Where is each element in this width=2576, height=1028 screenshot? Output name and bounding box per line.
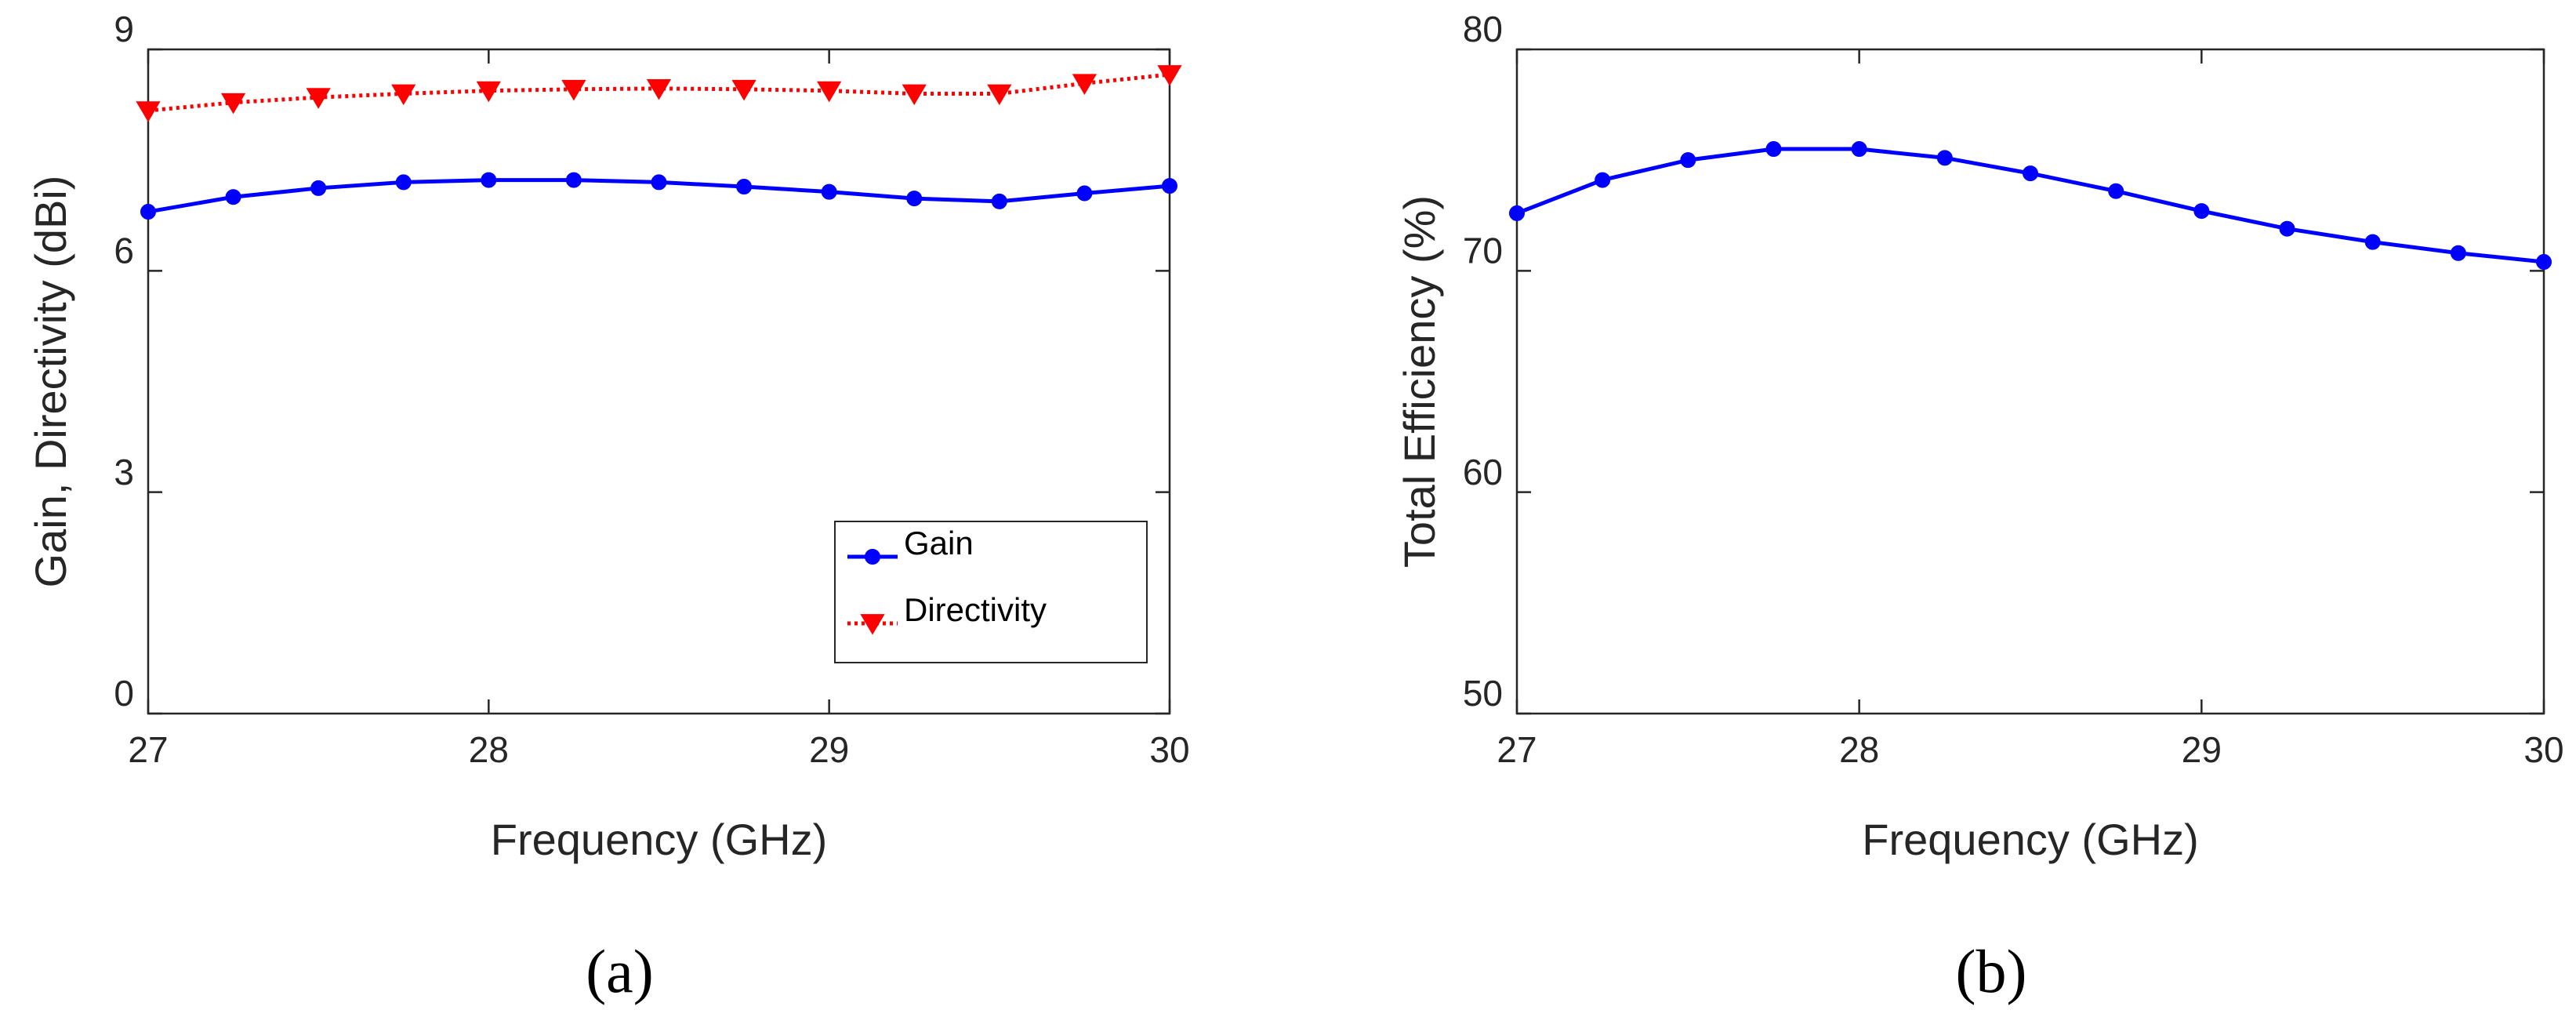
panel-label: (b) — [1956, 937, 2027, 1005]
x-axis-label: Frequency (GHz) — [1862, 815, 2198, 864]
marker — [860, 614, 885, 635]
legend: Gain Directivity — [834, 521, 1148, 663]
legend-label: Gain — [904, 525, 974, 561]
marker — [2023, 165, 2038, 182]
y-tick-label: 60 — [1463, 452, 1503, 492]
x-tick-label: 29 — [809, 729, 849, 770]
marker — [310, 180, 327, 196]
x-tick-label: 27 — [1497, 729, 1537, 770]
marker — [731, 79, 756, 101]
marker — [391, 84, 416, 106]
marker — [481, 172, 497, 188]
marker — [906, 191, 923, 207]
legend-label: Directivity — [904, 591, 1047, 628]
marker — [987, 84, 1012, 106]
x-axis-label: Frequency (GHz) — [491, 815, 827, 864]
marker — [565, 172, 582, 188]
marker — [1936, 150, 1953, 166]
marker — [646, 78, 672, 100]
marker — [561, 79, 586, 101]
plot-frame — [147, 48, 1171, 715]
chart: 27 28 29 30 0 3 6 9 Frequency (GHz) Gain, Directi… — [26, 9, 1190, 1005]
marker — [1765, 141, 1782, 158]
marker — [817, 81, 842, 103]
marker — [1157, 65, 1182, 86]
plot-frame — [1515, 48, 2545, 715]
marker — [991, 193, 1007, 209]
chart: 27 28 29 30 50 60 70 80 Frequency (GHz) Total Eff… — [1395, 9, 2564, 1005]
x-tick-label: 30 — [2523, 729, 2563, 770]
marker — [736, 179, 753, 195]
marker — [476, 81, 501, 103]
y-tick-label: 3 — [114, 452, 134, 492]
marker — [225, 189, 241, 205]
marker — [2193, 203, 2210, 220]
marker — [136, 101, 161, 122]
marker — [140, 204, 156, 220]
x-tick-label: 27 — [128, 729, 168, 770]
marker — [1680, 152, 1696, 169]
y-axis-label: Total Efficiency (%) — [1395, 195, 1444, 568]
marker — [306, 88, 331, 109]
y-tick-label: 80 — [1463, 9, 1503, 49]
marker — [1076, 185, 1093, 202]
panel-label: (a) — [586, 937, 654, 1005]
marker — [902, 84, 927, 106]
marker — [865, 549, 880, 565]
marker — [2536, 254, 2552, 271]
marker — [395, 174, 412, 191]
marker — [2450, 245, 2466, 261]
y-axis-label: Gain, Directivity (dBi) — [26, 176, 75, 588]
y-tick-label: 6 — [114, 230, 134, 271]
marker — [1595, 172, 1611, 188]
y-tick-label: 9 — [114, 9, 134, 49]
x-tick-label: 29 — [2182, 729, 2222, 770]
marker — [2108, 183, 2124, 199]
marker — [1509, 205, 1525, 221]
marker — [1072, 74, 1098, 95]
x-tick-label: 30 — [1149, 729, 1189, 770]
y-tick-label: 70 — [1463, 230, 1503, 271]
x-tick-label: 28 — [469, 729, 509, 770]
y-tick-label: 50 — [1463, 673, 1503, 714]
y-tick-label: 0 — [114, 673, 134, 714]
x-tick-label: 28 — [1839, 729, 1879, 770]
marker — [220, 93, 246, 114]
marker — [2364, 234, 2381, 250]
legend-box — [834, 521, 1148, 663]
marker — [1162, 178, 1177, 194]
marker — [821, 183, 837, 200]
marker — [1851, 141, 1867, 158]
marker — [651, 174, 667, 191]
marker — [2279, 220, 2295, 237]
